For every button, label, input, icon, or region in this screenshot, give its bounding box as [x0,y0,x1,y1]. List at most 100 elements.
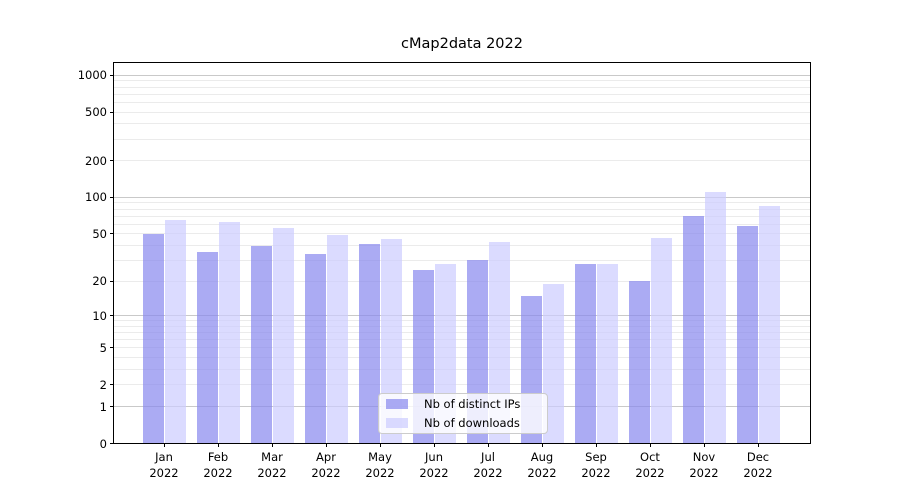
bar-distinct-ips [736,226,758,444]
gridline [113,80,811,82]
x-tick-label: Feb 2022 [203,450,233,480]
bar-downloads [272,227,294,444]
bar-downloads [218,221,240,444]
x-tick-mark [325,443,327,447]
x-tick-label: Aug 2022 [527,450,557,480]
y-tick-mark [109,74,113,76]
gridline [113,86,811,88]
gridline [113,196,811,198]
gridline [113,138,811,140]
y-tick-mark [109,233,113,235]
x-tick-label: Jun 2022 [419,450,449,480]
y-tick-label: 1 [99,399,107,414]
gridline [113,123,811,125]
gridline [113,93,811,95]
y-tick-mark [109,111,113,113]
legend-swatch-distinct-ips-icon [386,398,408,409]
x-tick-label: Dec 2022 [743,450,773,480]
legend-item-distinct-ips: Nb of distinct IPs [386,396,547,412]
x-tick-label: Jan 2022 [149,450,179,480]
y-tick-mark [109,384,113,386]
x-tick-mark [541,443,543,447]
gridline [113,233,811,235]
y-tick-mark [109,443,113,444]
bar-downloads [164,220,186,444]
x-tick-label: Mar 2022 [257,450,287,480]
gridline [113,160,811,162]
bar-distinct-ips [250,245,272,444]
y-tick-label: 500 [85,105,107,120]
gridline [113,259,811,261]
gridline [113,223,811,225]
bar-downloads [596,263,618,444]
y-tick-label: 20 [92,274,107,289]
gridline [113,111,811,113]
gridline [113,357,811,359]
gridline [113,202,811,204]
y-tick-label: 50 [92,226,107,241]
plot-area: Nb of distinct IPs Nb of downloads [113,61,811,444]
gridline [113,245,811,246]
bar-downloads [326,234,348,444]
x-tick-mark [595,443,597,447]
gridline [113,208,811,210]
x-tick-mark [271,443,273,447]
x-tick-mark [217,443,219,447]
chart-title: cMap2data 2022 [401,36,523,52]
bar-distinct-ips [574,263,596,444]
bar-distinct-ips [682,216,704,444]
y-tick-mark [109,280,113,282]
bar-distinct-ips [142,233,164,444]
legend: Nb of distinct IPs Nb of downloads [378,392,548,434]
y-tick-label: 0 [99,436,107,451]
gridline [113,315,811,317]
x-tick-label: Apr 2022 [311,450,341,480]
y-tick-label: 5 [99,340,107,355]
gridline [113,101,811,103]
bar-downloads [380,239,402,444]
bar-downloads [704,192,726,444]
x-tick-mark [433,443,435,447]
x-tick-label: Sep 2022 [581,450,611,480]
y-tick-mark [109,315,113,317]
x-tick-mark [487,443,489,447]
legend-label-downloads: Nb of downloads [424,415,520,430]
x-tick-mark [379,443,381,447]
x-tick-mark [703,443,705,447]
x-tick-mark [649,443,651,447]
y-tick-label: 1000 [77,68,107,83]
gridline [113,280,811,282]
gridline [113,339,811,341]
x-tick-mark [163,443,165,447]
y-tick-mark [109,196,113,198]
y-tick-mark [109,347,113,349]
y-tick-label: 10 [92,308,107,323]
gridline [113,320,811,322]
bar-downloads [650,238,672,444]
legend-item-downloads: Nb of downloads [386,415,547,431]
x-tick-label: May 2022 [365,450,395,480]
gridline [113,325,811,327]
x-tick-label: Oct 2022 [635,450,665,480]
bar-distinct-ips [628,281,650,444]
x-tick-mark [757,443,759,447]
bar-distinct-ips [358,244,380,444]
gridline [113,384,811,386]
y-tick-mark [109,406,113,408]
gridline [113,74,811,76]
gridline [113,332,811,334]
bar-distinct-ips [304,253,326,444]
y-tick-label: 100 [85,190,107,205]
y-tick-label: 200 [85,153,107,168]
x-tick-label: Nov 2022 [689,450,719,480]
gridline [113,215,811,217]
legend-swatch-downloads-icon [386,417,408,428]
bar-distinct-ips [196,252,218,444]
gridline [113,347,811,349]
bar-downloads [758,206,780,444]
y-tick-label: 2 [99,377,107,392]
x-tick-label: Jul 2022 [473,450,503,480]
y-tick-mark [109,160,113,162]
legend-label-distinct-ips: Nb of distinct IPs [424,396,521,411]
